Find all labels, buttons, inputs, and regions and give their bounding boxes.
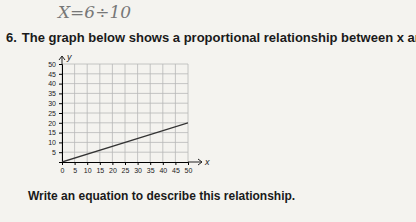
- y-tick: 10: [48, 139, 62, 146]
- question: 6. The graph below shows a proportional r…: [6, 30, 416, 45]
- x-tick: 40: [159, 162, 167, 174]
- grid-line-x: [162, 64, 163, 162]
- x-tick: 50: [185, 162, 193, 174]
- y-axis-arrow: [59, 56, 65, 64]
- x-axis-line: [63, 163, 189, 166]
- y-tick-mark: [59, 103, 62, 104]
- grid-line-x: [137, 64, 138, 162]
- x-tick-label: 30: [134, 167, 142, 174]
- y-tick: 5: [52, 149, 62, 156]
- y-tick-mark: [59, 74, 62, 75]
- x-tick-mark: [100, 162, 101, 165]
- x-tick-mark: [150, 162, 151, 165]
- x-tick-label: 40: [159, 167, 167, 174]
- x-tick: 0: [61, 162, 65, 174]
- x-tick: 25: [122, 162, 130, 174]
- grid: [62, 64, 188, 162]
- y-tick-label: 30: [48, 100, 56, 107]
- y-tick-label: 5: [52, 149, 56, 156]
- y-tick-label: 25: [48, 110, 56, 117]
- y-tick: 35: [48, 90, 62, 97]
- y-tick-label: 15: [48, 129, 56, 136]
- x-tick-mark: [163, 162, 164, 165]
- y-tick-mark: [59, 133, 62, 134]
- y-tick-mark: [59, 142, 62, 143]
- x-tick-mark: [138, 162, 139, 165]
- y-tick: 15: [48, 129, 62, 136]
- x-tick-label: 35: [147, 167, 155, 174]
- grid-line-x: [112, 64, 113, 162]
- x-tick: 15: [96, 162, 104, 174]
- x-tick-label: 25: [122, 167, 130, 174]
- x-tick-mark: [175, 162, 176, 165]
- y-tick-mark: [59, 152, 62, 153]
- x-tick-label: 10: [84, 167, 92, 174]
- x-tick-label: 15: [96, 167, 104, 174]
- y-tick-label: 40: [48, 80, 56, 87]
- y-tick: 30: [48, 100, 62, 107]
- x-axis-title: x: [204, 157, 210, 167]
- y-tick-mark: [59, 64, 62, 65]
- x-tick: 20: [109, 162, 117, 174]
- handwriting: X=6÷10: [56, 2, 131, 22]
- prompt: Write an equation to describe this relat…: [28, 189, 295, 203]
- y-tick-label: 10: [48, 139, 56, 146]
- y-tick-label: 35: [48, 90, 56, 97]
- x-axis: 0 5 10 15 20 25 30 35 40 45 50: [61, 162, 193, 174]
- y-tick-label: 50: [48, 61, 56, 68]
- y-axis-title: y: [66, 52, 72, 62]
- x-tick-label: 50: [185, 167, 193, 174]
- x-tick-label: 0: [61, 167, 65, 174]
- grid-line-x: [99, 64, 100, 162]
- plot: [62, 123, 188, 162]
- y-tick-mark: [59, 93, 62, 94]
- x-tick-mark: [87, 162, 88, 165]
- x-tick: 10: [84, 162, 92, 174]
- y-tick-label: 20: [48, 120, 56, 127]
- x-tick: 30: [134, 162, 142, 174]
- data-line: [62, 123, 188, 162]
- y-tick-label: 45: [48, 71, 56, 78]
- x-tick-mark: [125, 162, 126, 165]
- y-axis-line: [59, 65, 63, 163]
- grid-line-x: [125, 64, 126, 162]
- x-tick-label: 5: [73, 167, 77, 174]
- grid-line-x: [150, 64, 151, 162]
- y-tick-mark: [59, 84, 62, 85]
- x-tick-label: 20: [109, 167, 117, 174]
- y-tick: 25: [48, 110, 62, 117]
- y-tick: 50: [48, 61, 62, 68]
- x-tick: 5: [73, 162, 77, 174]
- question-text: The graph below shows a proportional rel…: [22, 30, 416, 45]
- grid-line-x: [87, 64, 88, 162]
- y-axis: 5 10 15 20 25 30 35 40 45 50: [48, 61, 62, 163]
- grid-line-x: [188, 64, 189, 162]
- worksheet: X=6÷10 6. The graph below shows a proporti…: [0, 0, 416, 222]
- x-tick: 35: [147, 162, 155, 174]
- y-tick: 45: [48, 71, 62, 78]
- x-tick-mark: [75, 162, 76, 165]
- grid-line-x: [175, 64, 176, 162]
- x-axis-arrow: [188, 159, 202, 165]
- x-tick-label: 45: [172, 167, 180, 174]
- y-tick: 20: [48, 120, 62, 127]
- y-tick-mark: [59, 113, 62, 114]
- question-number: 6.: [6, 30, 17, 45]
- x-tick: 45: [172, 162, 180, 174]
- grid-line-x: [74, 64, 75, 162]
- y-tick: 40: [48, 80, 62, 87]
- y-tick-mark: [59, 123, 62, 124]
- x-tick-mark: [112, 162, 113, 165]
